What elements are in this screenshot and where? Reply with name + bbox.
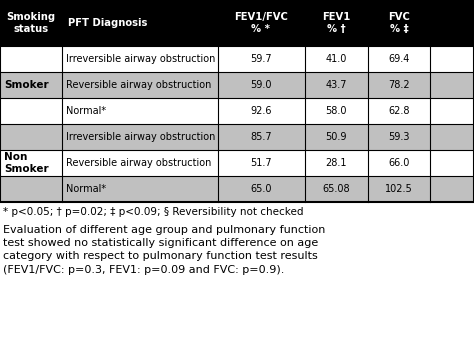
Text: * p<0.05; † p=0.02; ‡ p<0.09; § Reversibility not checked: * p<0.05; † p=0.02; ‡ p<0.09; § Reversib… — [3, 207, 303, 217]
Text: FEV1
% †: FEV1 % † — [322, 12, 350, 34]
Text: Smoker: Smoker — [4, 80, 49, 90]
Text: 59.3: 59.3 — [388, 132, 410, 142]
Text: Reversible airway obstruction: Reversible airway obstruction — [66, 80, 211, 90]
Text: 62.8: 62.8 — [388, 106, 410, 116]
Text: 41.0: 41.0 — [325, 54, 346, 64]
Text: FEV1/FVC
% *: FEV1/FVC % * — [234, 12, 288, 34]
Text: 92.6: 92.6 — [250, 106, 272, 116]
Bar — [0, 46, 474, 72]
Text: Irreversible airway obstruction: Irreversible airway obstruction — [66, 132, 215, 142]
Bar — [0, 98, 474, 124]
Text: Evaluation of different age group and pulmonary function
test showed no statisti: Evaluation of different age group and pu… — [3, 225, 325, 275]
Text: Non
Smoker: Non Smoker — [4, 152, 49, 174]
Text: 78.2: 78.2 — [388, 80, 410, 90]
Bar — [0, 0, 474, 46]
Text: 102.5: 102.5 — [385, 184, 413, 194]
Bar — [0, 72, 474, 98]
Text: 66.0: 66.0 — [388, 158, 410, 168]
Text: 50.9: 50.9 — [325, 132, 347, 142]
Text: 65.08: 65.08 — [322, 184, 350, 194]
Text: Irreversible airway obstruction: Irreversible airway obstruction — [66, 54, 215, 64]
Bar — [0, 124, 474, 150]
Text: Normal*: Normal* — [66, 184, 106, 194]
Text: 65.0: 65.0 — [250, 184, 272, 194]
Text: Smoking
status: Smoking status — [7, 12, 55, 34]
Bar — [0, 0, 474, 202]
Text: 28.1: 28.1 — [325, 158, 347, 168]
Bar — [0, 176, 474, 202]
Text: Reversible airway obstruction: Reversible airway obstruction — [66, 158, 211, 168]
Bar — [0, 150, 474, 176]
Text: Normal*: Normal* — [66, 106, 106, 116]
Text: 43.7: 43.7 — [325, 80, 347, 90]
Text: 59.7: 59.7 — [250, 54, 272, 64]
Text: FVC
% ‡: FVC % ‡ — [388, 12, 410, 34]
Text: 85.7: 85.7 — [250, 132, 272, 142]
Text: 58.0: 58.0 — [325, 106, 347, 116]
Text: PFT Diagnosis: PFT Diagnosis — [68, 18, 147, 28]
Text: 51.7: 51.7 — [250, 158, 272, 168]
Text: 59.0: 59.0 — [250, 80, 272, 90]
Text: 69.4: 69.4 — [388, 54, 410, 64]
